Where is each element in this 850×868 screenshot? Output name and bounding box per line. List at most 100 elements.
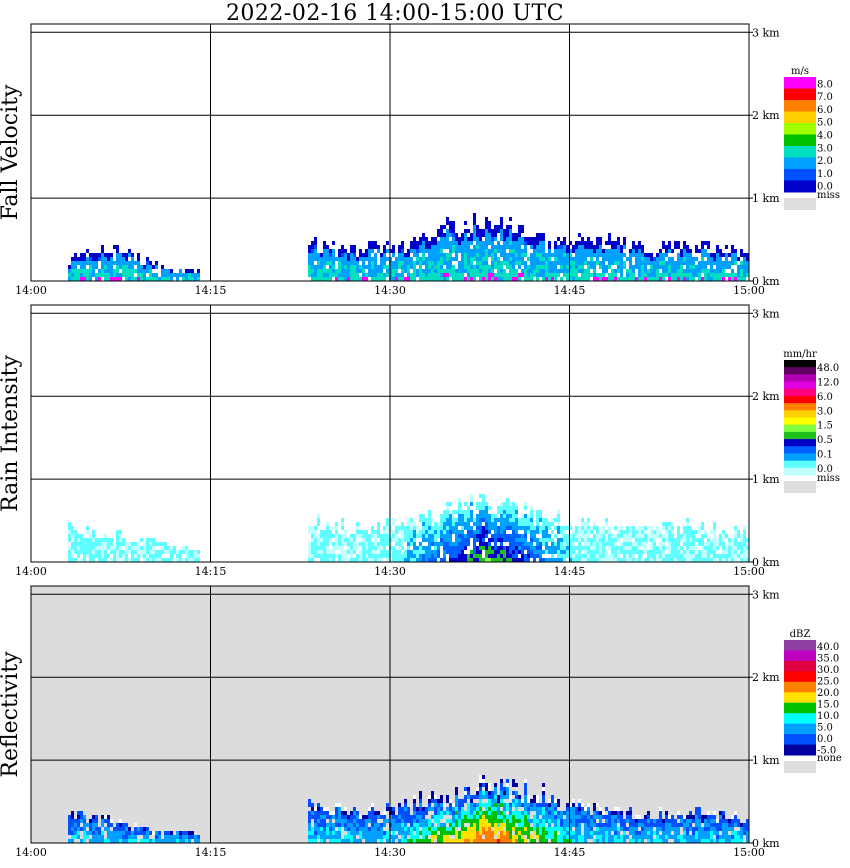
- echo-cell: [545, 269, 548, 273]
- echo-cell: [524, 546, 527, 550]
- echo-cell: [617, 831, 620, 835]
- echo-cell: [413, 811, 416, 815]
- echo-cell: [617, 241, 620, 245]
- echo-cell: [536, 538, 539, 542]
- echo-cell: [665, 835, 668, 839]
- echo-cell: [698, 558, 701, 562]
- echo-cell: [731, 269, 734, 273]
- echo-cell: [602, 811, 605, 815]
- echo-cell: [392, 253, 395, 257]
- echo-cell: [623, 241, 626, 245]
- echo-cell: [365, 257, 368, 261]
- echo-cell: [620, 550, 623, 554]
- echo-cell: [125, 269, 128, 273]
- echo-cell: [650, 253, 653, 257]
- echo-cell: [440, 237, 443, 241]
- echo-cell: [632, 542, 635, 546]
- echo-cell: [116, 550, 119, 554]
- colorbar-swatch: [784, 660, 816, 672]
- echo-cell: [485, 221, 488, 225]
- echo-cell: [611, 823, 614, 827]
- echo-cell: [101, 257, 104, 261]
- echo-cell: [596, 261, 599, 265]
- echo-cell: [704, 835, 707, 839]
- echo-cell: [353, 277, 356, 281]
- echo-cell: [584, 277, 587, 281]
- echo-cell: [527, 522, 530, 526]
- echo-cell: [743, 831, 746, 835]
- echo-cell: [128, 542, 131, 546]
- echo-cell: [182, 550, 185, 554]
- echo-cell: [470, 494, 473, 498]
- echo-cell: [446, 538, 449, 542]
- echo-cell: [131, 554, 134, 558]
- echo-cell: [512, 819, 515, 823]
- echo-cell: [485, 542, 488, 546]
- echo-cell: [527, 558, 530, 562]
- echo-cell: [407, 265, 410, 269]
- echo-cell: [578, 811, 581, 815]
- echo-cell: [734, 839, 737, 843]
- echo-cell: [311, 835, 314, 839]
- echo-cell: [464, 261, 467, 265]
- echo-cell: [392, 831, 395, 835]
- echo-cell: [413, 546, 416, 550]
- echo-cell: [527, 546, 530, 550]
- echo-cell: [323, 273, 326, 277]
- echo-cell: [419, 831, 422, 835]
- echo-cell: [539, 831, 542, 835]
- echo-cell: [620, 273, 623, 277]
- echo-cell: [491, 245, 494, 249]
- echo-cell: [605, 530, 608, 534]
- echo-cell: [422, 538, 425, 542]
- echo-cell: [686, 835, 689, 839]
- echo-cell: [461, 803, 464, 807]
- echo-cell: [119, 823, 122, 827]
- echo-cell: [146, 542, 149, 546]
- echo-cell: [743, 265, 746, 269]
- echo-cell: [353, 839, 356, 843]
- echo-cell: [701, 269, 704, 273]
- echo-cell: [428, 257, 431, 261]
- echo-cell: [404, 538, 407, 542]
- echo-cell: [560, 534, 563, 538]
- echo-cell: [581, 554, 584, 558]
- echo-cell: [473, 550, 476, 554]
- echo-cell: [182, 546, 185, 550]
- echo-cell: [437, 811, 440, 815]
- echo-cell: [560, 831, 563, 835]
- echo-cell: [155, 273, 158, 277]
- echo-cell: [455, 241, 458, 245]
- echo-cell: [68, 819, 71, 823]
- echo-cell: [644, 835, 647, 839]
- echo-cell: [677, 530, 680, 534]
- echo-cell: [518, 803, 521, 807]
- echo-cell: [317, 538, 320, 542]
- echo-cell: [458, 518, 461, 522]
- echo-cell: [455, 787, 458, 791]
- echo-cell: [548, 241, 551, 245]
- echo-cell: [515, 241, 518, 245]
- echo-cell: [539, 530, 542, 534]
- echo-cell: [416, 807, 419, 811]
- echo-cell: [326, 558, 329, 562]
- echo-cell: [554, 835, 557, 839]
- echo-cell: [428, 819, 431, 823]
- echo-cell: [371, 803, 374, 807]
- echo-cell: [449, 269, 452, 273]
- echo-cell: [323, 819, 326, 823]
- echo-cell: [584, 522, 587, 526]
- echo-cell: [515, 835, 518, 839]
- echo-cell: [482, 546, 485, 550]
- echo-cell: [110, 542, 113, 546]
- echo-cell: [608, 542, 611, 546]
- echo-cell: [440, 534, 443, 538]
- echo-cell: [374, 538, 377, 542]
- echo-cell: [476, 229, 479, 233]
- echo-cell: [485, 241, 488, 245]
- colorbar-label: 0.0: [817, 734, 833, 745]
- echo-cell: [404, 526, 407, 530]
- echo-cell: [692, 538, 695, 542]
- echo-cell: [131, 257, 134, 261]
- echo-cell: [590, 823, 593, 827]
